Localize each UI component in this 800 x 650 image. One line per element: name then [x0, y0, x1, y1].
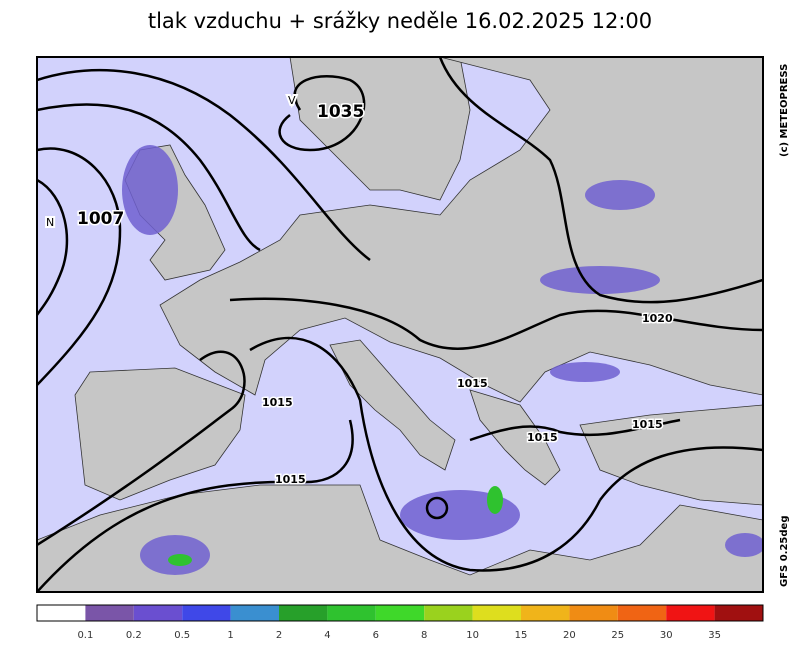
- isobar-label: 1015: [527, 431, 558, 444]
- precipitation: [487, 486, 503, 514]
- legend-label: 1: [227, 630, 233, 641]
- precipitation: [168, 554, 192, 566]
- legend-label: 2: [276, 630, 282, 641]
- isobar-label: 1015: [457, 377, 488, 390]
- legend-swatch: [182, 605, 231, 621]
- legend-swatch: [327, 605, 376, 621]
- legend-swatch: [85, 605, 134, 621]
- legend-label: 30: [660, 630, 673, 641]
- isobar: [438, 57, 763, 304]
- center-letter: N: [46, 216, 54, 229]
- legend-label: 6: [373, 630, 379, 641]
- legend-label: 15: [515, 630, 528, 641]
- legend-frame: [36, 604, 764, 622]
- map: V 1035 N 1007 1020 1015 1015 1015 1015 1…: [36, 56, 764, 593]
- isobar: [37, 350, 246, 547]
- isobar-label: 1015: [275, 473, 306, 486]
- isobar: [278, 75, 366, 152]
- legend-swatch: [521, 605, 570, 621]
- legend-swatch: [424, 605, 473, 621]
- legend-swatch: [37, 605, 86, 621]
- legend-label: 35: [708, 630, 721, 641]
- precipitation: [540, 266, 660, 294]
- legend-label: 0.5: [174, 630, 190, 641]
- land: [159, 57, 763, 403]
- isobar: [469, 418, 681, 442]
- isobar-label: 1015: [262, 396, 293, 409]
- model-name: GFS 0.25deg: [779, 516, 790, 588]
- title: tlak vzduchu + srážky neděle 16.02.2025 …: [148, 9, 652, 33]
- isobar: [249, 336, 602, 572]
- isobar: [425, 496, 449, 520]
- isobar: [599, 446, 763, 501]
- land: [289, 57, 471, 201]
- map-frame: [36, 56, 764, 593]
- legend-label: 10: [466, 630, 479, 641]
- land: [74, 367, 246, 501]
- land: [329, 339, 456, 471]
- precipitation: [550, 362, 620, 382]
- center-letter: V: [288, 94, 296, 107]
- copyright: (c) METEOPRESS: [779, 64, 790, 157]
- legend-swatch: [472, 605, 521, 621]
- legend-swatch: [375, 605, 425, 621]
- legend-label: 0.2: [126, 630, 142, 641]
- legend-label: 25: [611, 630, 624, 641]
- legend-swatch: [279, 605, 328, 621]
- isobar: [37, 178, 69, 316]
- precipitation: [725, 533, 763, 557]
- isobar: [37, 68, 371, 261]
- precipitation: [122, 145, 178, 235]
- isobar: [37, 147, 122, 386]
- center-value: 1007: [77, 209, 124, 229]
- isobar: [37, 419, 354, 592]
- legend-label: 4: [324, 630, 330, 641]
- legend-swatch: [714, 605, 763, 621]
- isobar-label: 1020: [642, 312, 673, 325]
- land: [469, 389, 561, 486]
- legend-label: 8: [421, 630, 427, 641]
- legend-swatch: [617, 605, 667, 621]
- legend-swatch: [230, 605, 279, 621]
- center-value: 1035: [317, 102, 364, 122]
- isobar: [37, 103, 261, 252]
- legend-label: 0.1: [77, 630, 93, 641]
- isobar-label: 1015: [632, 418, 663, 431]
- legend-swatch: [133, 605, 183, 621]
- isobar: [229, 297, 763, 350]
- land: [37, 484, 763, 592]
- legend-swatch: [569, 605, 618, 621]
- precipitation: [585, 180, 655, 210]
- legend: 0.1 0.2 0.5 1 2 4 6 8 10 15 20 25 30 35: [36, 604, 764, 641]
- legend-label: 20: [563, 630, 576, 641]
- legend-swatch: [666, 605, 715, 621]
